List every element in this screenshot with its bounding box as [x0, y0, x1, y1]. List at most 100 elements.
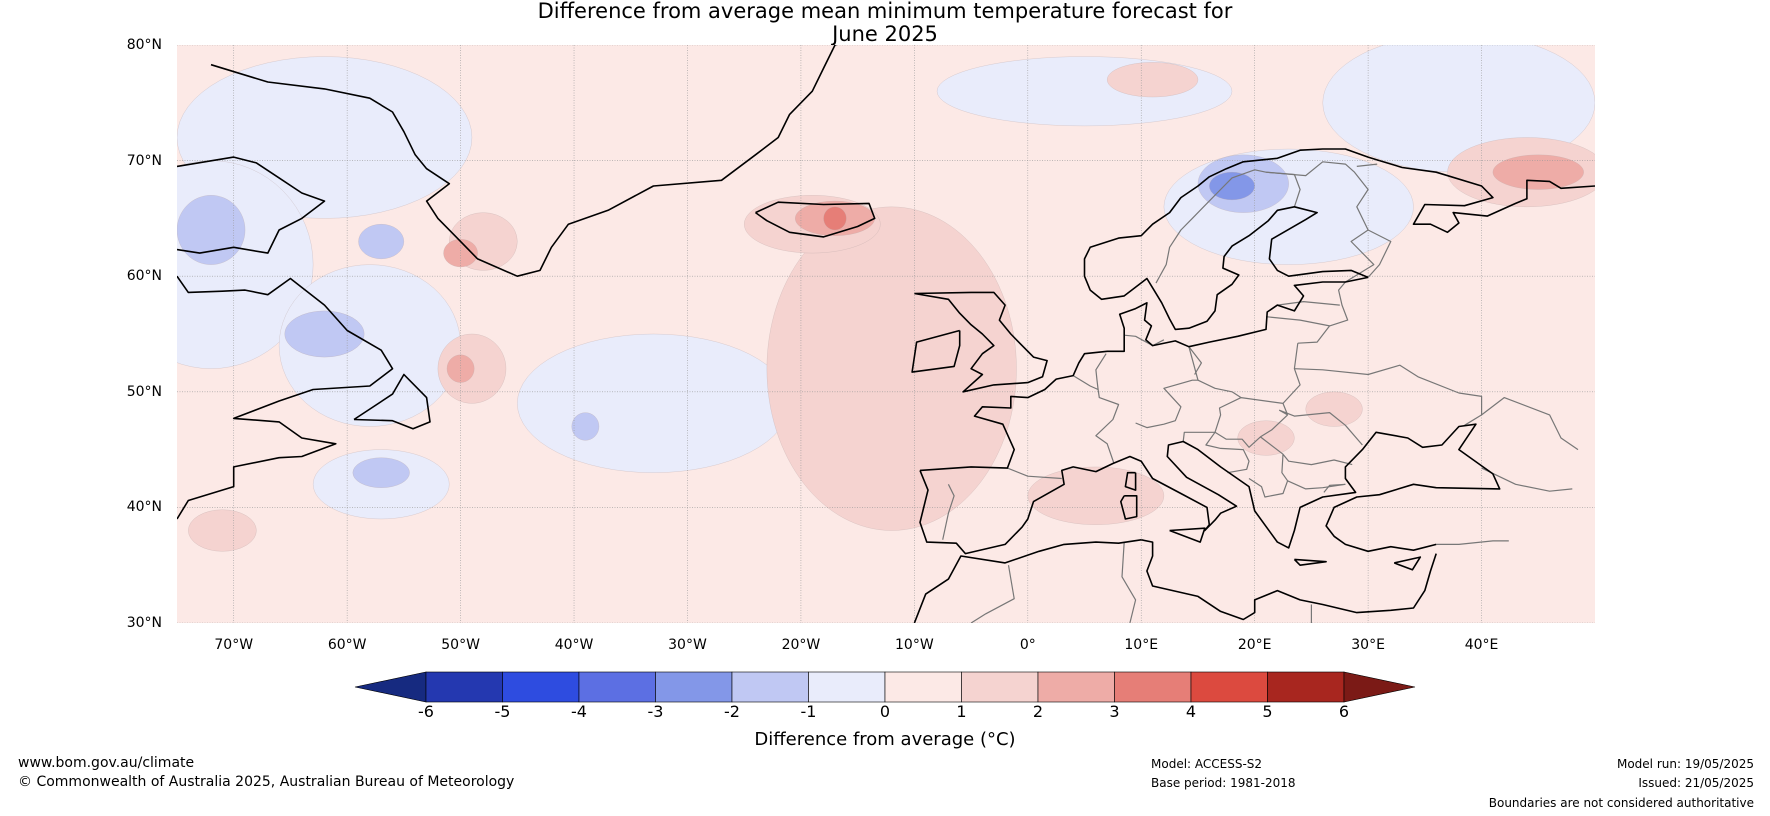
colorbar-bin — [502, 671, 580, 703]
colorbar-under-arrow — [354, 671, 427, 703]
coastline — [1124, 471, 1137, 491]
colorbar-over-arrow — [1343, 671, 1416, 703]
country-border — [1294, 364, 1483, 426]
colorbar-tick-label: 2 — [1032, 702, 1044, 721]
colorbar-tick-label: 3 — [1109, 702, 1120, 721]
map-canvas — [177, 45, 1595, 623]
colorbar-bin — [578, 671, 656, 703]
country-border — [1197, 379, 1242, 399]
country-border — [1367, 229, 1392, 278]
anomaly-area — [517, 333, 790, 473]
longitude-label: 10°W — [895, 637, 934, 653]
colorbar-tick-label: -2 — [724, 702, 740, 721]
model-text: Model: ACCESS-S2 — [1151, 757, 1263, 771]
anomaly-contours — [177, 45, 1595, 552]
colorbar-tick-label: -4 — [571, 702, 587, 721]
country-border — [1265, 171, 1301, 207]
country-border — [1282, 343, 1301, 404]
issued-text: Issued: 21/05/2025 — [1638, 776, 1754, 790]
country-border — [1265, 316, 1330, 327]
country-border — [1135, 346, 1199, 429]
country-border — [1121, 542, 1137, 623]
country-border — [1481, 397, 1579, 451]
anomaly-area — [1107, 62, 1199, 98]
latitude-label: 40°N — [126, 499, 162, 516]
country-border — [1182, 397, 1289, 442]
website-text: www.bom.gov.au/climate — [18, 755, 195, 771]
colorbar-tick-label: 5 — [1262, 702, 1273, 721]
anomaly-area — [823, 206, 847, 231]
colorbar-tick-label: -3 — [647, 702, 664, 721]
longitude-label: 20°W — [781, 637, 821, 653]
longitude-label: 30°E — [1351, 637, 1385, 653]
anomaly-area — [571, 412, 600, 441]
colorbar-bin — [1037, 671, 1115, 703]
coastline — [919, 423, 1501, 555]
coastline — [210, 45, 838, 277]
country-border — [1188, 346, 1202, 375]
country-border — [1323, 483, 1346, 493]
latitude-label: 70°N — [126, 152, 162, 169]
coastline — [914, 291, 1048, 393]
map-title-line-1: Difference from average mean minimum tem… — [537, 0, 1233, 23]
copyright-text: © Commonwealth of Australia 2025, Austra… — [18, 774, 515, 790]
colorbar-bin — [425, 671, 503, 703]
colorbar-bin — [655, 671, 733, 703]
coastline — [913, 539, 1142, 623]
anomaly-area — [358, 223, 405, 260]
country-border — [1205, 431, 1250, 474]
longitude-label: 50°W — [441, 637, 480, 653]
colorbar-tick-label: -6 — [418, 702, 434, 721]
coastline — [1393, 556, 1422, 571]
anomaly-area — [284, 310, 365, 358]
country-border — [1297, 281, 1349, 344]
coastline — [177, 275, 394, 520]
colorbar-bin — [1267, 671, 1345, 703]
forecast-map[interactable] — [177, 45, 1595, 623]
colorbar-bin — [731, 671, 809, 703]
anomaly-area — [1163, 148, 1414, 265]
longitude-label: 40°E — [1464, 637, 1499, 653]
anomaly-area — [1237, 420, 1295, 456]
country-border — [942, 484, 955, 540]
longitude-label: 10°E — [1124, 637, 1159, 653]
colorbar-tick-label: -5 — [494, 702, 511, 721]
longitude-label: 40°W — [554, 637, 594, 653]
anomaly-area — [1027, 466, 1165, 525]
anomaly-area — [352, 457, 410, 488]
colorbar-label: Difference from average (°C) — [754, 729, 1016, 750]
country-border — [1436, 540, 1509, 545]
disclaimer-text: Boundaries are not considered authoritat… — [1488, 796, 1754, 810]
map-title-line-2: June 2025 — [832, 22, 938, 46]
colorbar-tick-label: -1 — [800, 702, 817, 721]
country-border — [970, 565, 1015, 623]
latitude-label: 60°N — [126, 268, 162, 285]
longitude-label: 0° — [1019, 637, 1036, 653]
coastline — [1379, 159, 1595, 234]
country-border — [1277, 301, 1340, 306]
country-border — [1248, 454, 1289, 498]
longitude-label: 70°W — [214, 637, 254, 653]
latitude-label: 80°N — [126, 37, 162, 53]
coastline — [755, 201, 876, 238]
country-border — [1214, 414, 1289, 448]
coastlines — [177, 45, 1595, 623]
coastline — [353, 373, 431, 430]
longitude-label: 30°W — [668, 637, 707, 653]
country-border — [1095, 353, 1107, 390]
colorbar-tick-label: 6 — [1338, 702, 1350, 721]
coastline — [1169, 527, 1206, 543]
anomaly-area — [1305, 391, 1363, 427]
anomaly-area — [766, 206, 1017, 531]
colorbar-bin — [1190, 671, 1268, 703]
coastline — [1083, 148, 1380, 331]
colorbar-bin — [961, 671, 1039, 703]
coastline — [911, 329, 961, 373]
latitude-label: 50°N — [126, 383, 162, 400]
colorbar-tick-label: 1 — [956, 702, 967, 721]
colorbar-tick-label: 0 — [879, 702, 891, 721]
model-run-text: Model run: 19/05/2025 — [1616, 757, 1754, 771]
longitude-label: 60°W — [327, 637, 367, 653]
country-border — [1481, 467, 1573, 492]
coastline — [1141, 539, 1437, 621]
